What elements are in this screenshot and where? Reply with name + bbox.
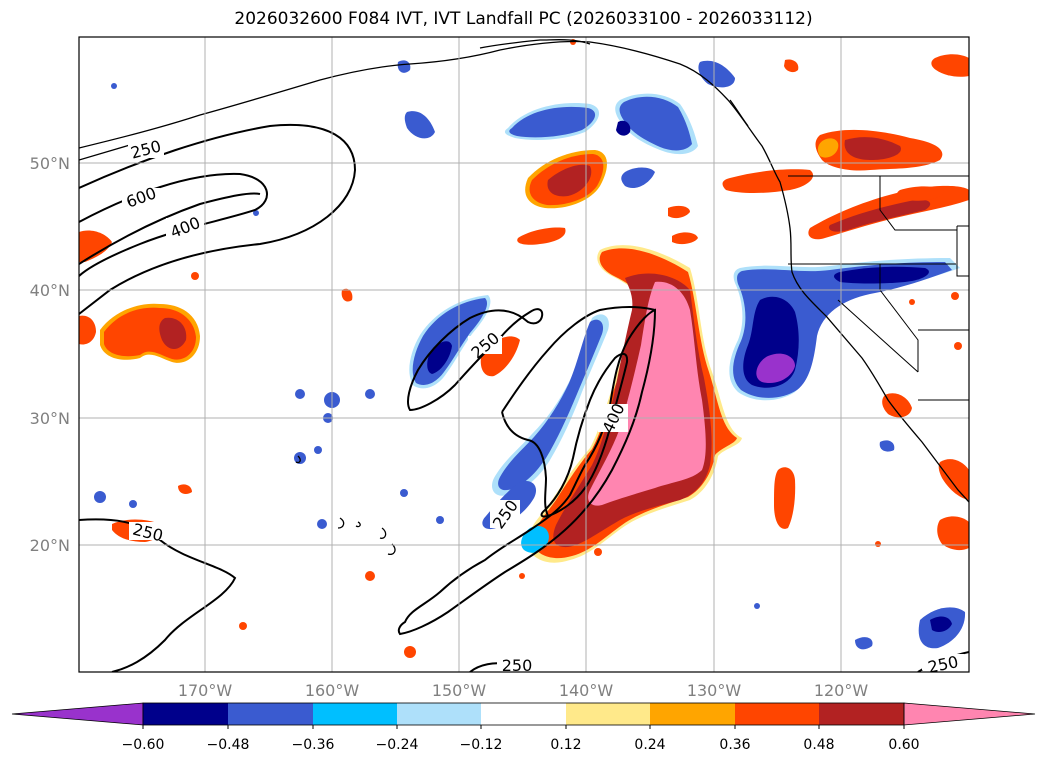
political-borders (788, 175, 969, 401)
lon-label-150w: 150°W (432, 681, 487, 700)
lon-label-170w: 170°W (178, 681, 233, 700)
coastlines (79, 39, 969, 556)
colorbar-tick-2: −0.48 (207, 737, 250, 753)
pc-north-pacific (397, 60, 735, 245)
contour-label-250-south: 250 (502, 656, 533, 675)
pc-negative-band (482, 314, 609, 553)
colorbar-bin-8 (735, 703, 819, 725)
colorbar-bin-6 (566, 703, 650, 725)
lat-label-20n: 20°N (30, 536, 70, 555)
pc-california-region (729, 258, 960, 401)
latitude-labels: 50°N 40°N 30°N 20°N (30, 154, 70, 555)
lon-label-160w: 160°W (305, 681, 360, 700)
colorbar-bin-1 (143, 703, 228, 725)
colorbar-tick-3: −0.36 (292, 737, 335, 753)
colorbar-bin-9 (819, 703, 904, 725)
colorbar-tick-6: 0.12 (550, 737, 581, 753)
colorbar-tick-4: −0.24 (376, 737, 419, 753)
colorbar-bin-5 (481, 703, 566, 725)
colorbar-frame (142, 702, 905, 726)
lon-label-130w: 130°W (687, 681, 742, 700)
lon-label-140w: 140°W (559, 681, 614, 700)
lat-label-40n: 40°N (30, 281, 70, 300)
pc-southeast-blobs (774, 393, 969, 650)
contour-label-250-se: 250 (926, 652, 960, 677)
colorbar-over-extension (903, 702, 1036, 726)
lat-label-30n: 30°N (30, 409, 70, 428)
colorbar: −0.60 −0.48 −0.36 −0.24 −0.12 0.12 0.24 … (11, 702, 1036, 753)
colorbar-bin-3 (313, 703, 397, 725)
colorbar-tick-9: 0.48 (803, 737, 834, 753)
map-title: 2026032600 F084 IVT, IVT Landfall PC (20… (234, 9, 813, 29)
pc-plume-main (527, 245, 742, 563)
colorbar-tick-8: 0.36 (719, 737, 750, 753)
pc-small-cells (94, 39, 962, 658)
colorbar-bin-4 (397, 703, 481, 725)
plot-frame (78, 36, 970, 673)
colorbar-tick-7: 0.24 (634, 737, 665, 753)
longitude-labels: 170°W 160°W 150°W 140°W 130°W 120°W (178, 681, 869, 700)
colorbar-tick-10: 0.60 (888, 737, 919, 753)
lon-label-120w: 120°W (814, 681, 869, 700)
colorbar-tick-1: −0.60 (122, 737, 165, 753)
colorbar-tick-5: −0.12 (460, 737, 503, 753)
colorbar-bin-7 (650, 703, 735, 725)
contour-label-backgrounds (122, 140, 964, 672)
colorbar-under-extension (11, 702, 144, 726)
pc-northwest-cluster (722, 54, 969, 240)
colorbar-tick-marks (142, 725, 905, 729)
lat-label-50n: 50°N (30, 154, 70, 173)
gridlines (79, 37, 969, 672)
colorbar-bin-2 (228, 703, 313, 725)
